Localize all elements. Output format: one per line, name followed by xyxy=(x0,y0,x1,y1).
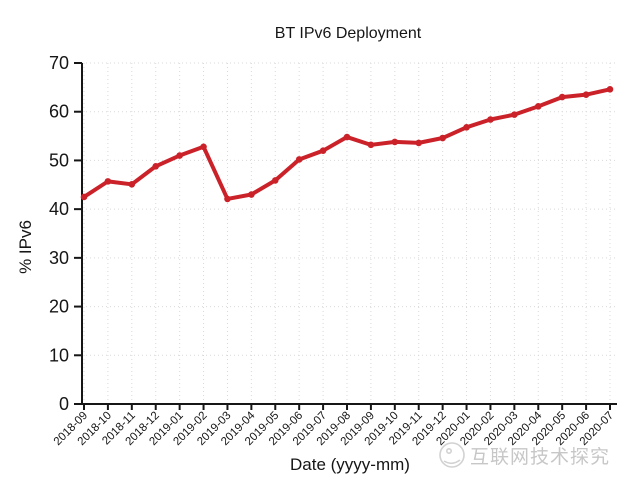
data-point xyxy=(463,124,470,131)
watermark: 互联网技术探究 xyxy=(439,442,610,468)
x-axis-label: Date (yyyy-mm) xyxy=(290,455,410,474)
data-point xyxy=(606,86,614,93)
data-point xyxy=(176,152,183,159)
y-tick-label: 60 xyxy=(49,102,69,122)
data-point xyxy=(558,93,566,101)
grid-lines xyxy=(82,62,617,404)
chart-title: BT IPv6 Deployment xyxy=(275,25,422,42)
data-point xyxy=(487,116,494,123)
data-point xyxy=(80,193,88,201)
data-point xyxy=(511,111,518,118)
series-line xyxy=(82,87,612,201)
data-point xyxy=(582,91,590,98)
y-tick-label: 20 xyxy=(49,297,69,317)
watermark-logo-icon xyxy=(439,442,465,468)
y-tick-label: 40 xyxy=(49,199,69,219)
data-point xyxy=(295,156,303,163)
y-axis-label: % IPv6 xyxy=(16,220,35,274)
axes: 0102030405060702018-092018-102018-112018… xyxy=(49,53,617,448)
data-point xyxy=(391,138,399,146)
y-tick-label: 0 xyxy=(59,394,69,414)
data-point xyxy=(367,141,375,149)
data-point xyxy=(248,191,255,198)
data-point xyxy=(343,133,351,141)
data-point xyxy=(534,103,542,110)
data-point xyxy=(439,134,446,142)
y-tick-label: 70 xyxy=(49,53,69,73)
data-point xyxy=(224,195,231,203)
data-point xyxy=(271,177,279,184)
y-tick-label: 30 xyxy=(49,248,69,268)
data-point xyxy=(415,139,423,147)
data-point xyxy=(319,147,327,154)
data-series xyxy=(80,86,614,203)
axis-lines xyxy=(81,63,617,405)
y-tick-label: 10 xyxy=(49,345,69,365)
data-point xyxy=(104,178,112,185)
data-point xyxy=(152,162,160,170)
data-point xyxy=(200,143,207,151)
y-tick-label: 50 xyxy=(49,150,69,170)
data-point xyxy=(128,180,136,188)
watermark-text: 互联网技术探究 xyxy=(470,446,610,468)
